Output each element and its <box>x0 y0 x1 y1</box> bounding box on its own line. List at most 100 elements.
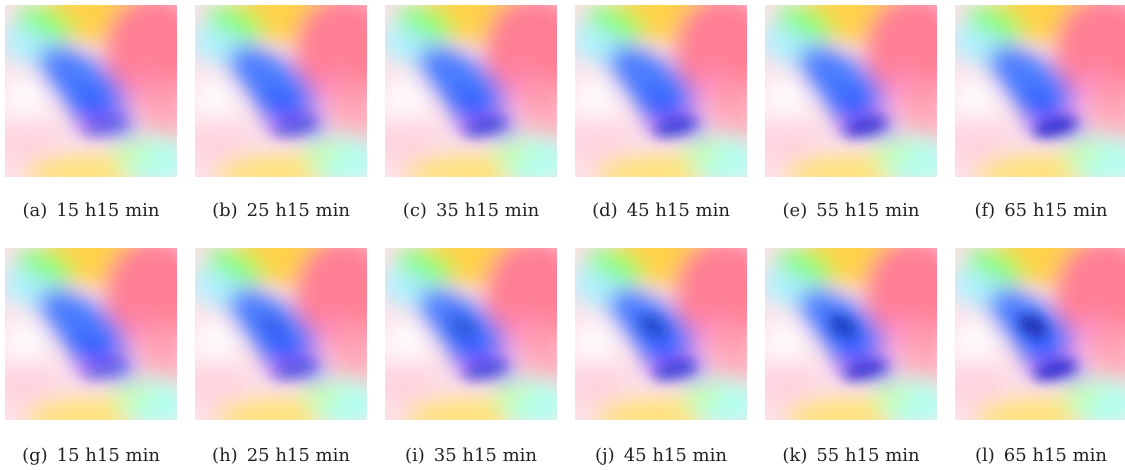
caption: (c) 35 h15 min <box>403 200 540 221</box>
image-core <box>463 117 507 137</box>
color-blob <box>108 143 152 163</box>
core-blob <box>463 360 507 380</box>
caption: (f) 65 h15 min <box>975 200 1108 221</box>
color-blob <box>111 312 149 374</box>
color-blob <box>330 75 367 155</box>
caption-text: 65 h15 min <box>1004 445 1108 466</box>
caption: (e) 55 h15 min <box>783 200 920 221</box>
caption-text: 65 h15 min <box>1004 200 1108 221</box>
caption: (i) 35 h15 min <box>405 445 537 466</box>
image-core <box>653 117 697 137</box>
color-blob <box>520 75 557 155</box>
image-content <box>575 5 747 177</box>
caption: (a) 15 h15 min <box>22 200 159 221</box>
color-blob <box>765 358 815 408</box>
caption-text: 35 h15 min <box>434 445 538 466</box>
caption-label: (c) <box>403 200 427 221</box>
image-content <box>575 248 747 420</box>
caption-text: 45 h15 min <box>627 200 731 221</box>
caption-text: 25 h15 min <box>247 445 351 466</box>
image-content <box>5 248 177 420</box>
image-content <box>955 5 1125 177</box>
caption: (h) 25 h15 min <box>212 445 350 466</box>
core-blob <box>258 314 288 338</box>
flow-image <box>5 5 177 177</box>
color-blob <box>491 312 529 374</box>
caption-text: 55 h15 min <box>816 200 920 221</box>
color-blob <box>575 115 625 165</box>
caption-label: (j) <box>595 445 615 466</box>
core-blob <box>638 314 668 338</box>
caption-label: (i) <box>405 445 425 466</box>
flow-image <box>575 248 747 420</box>
core-blob <box>653 117 697 137</box>
flow-image <box>5 248 177 420</box>
caption-text: 45 h15 min <box>624 445 728 466</box>
color-blob <box>520 318 557 398</box>
image-content <box>385 248 557 420</box>
image-core <box>448 314 507 380</box>
color-blob <box>1090 75 1125 155</box>
color-blob <box>111 69 149 131</box>
caption: (g) 15 h15 min <box>22 445 160 466</box>
color-blob <box>955 358 1005 408</box>
image-content <box>765 5 937 177</box>
caption-text: 35 h15 min <box>436 200 540 221</box>
flow-image <box>955 5 1125 177</box>
color-blob <box>488 386 532 406</box>
image-core <box>1033 117 1077 137</box>
core-blob <box>1018 314 1048 338</box>
core-blob <box>273 360 317 380</box>
image-content <box>385 5 557 177</box>
image-core <box>273 117 317 137</box>
flow-image <box>385 5 557 177</box>
core-blob <box>843 360 887 380</box>
core-blob <box>83 117 127 137</box>
color-blob <box>140 318 177 398</box>
flow-image <box>955 248 1125 420</box>
core-blob <box>828 314 858 338</box>
color-blob <box>385 115 435 165</box>
core-blob <box>843 117 887 137</box>
color-blob <box>298 143 342 163</box>
caption-label: (h) <box>212 445 238 466</box>
color-blob <box>5 115 55 165</box>
color-blob <box>298 386 342 406</box>
caption: (d) 45 h15 min <box>592 200 730 221</box>
color-blob <box>330 318 367 398</box>
color-blob <box>681 69 719 131</box>
caption: (j) 45 h15 min <box>595 445 727 466</box>
color-blob <box>385 358 435 408</box>
color-blob <box>868 143 912 163</box>
caption-text: 15 h15 min <box>56 200 160 221</box>
color-blob <box>678 386 722 406</box>
color-blob <box>1061 69 1099 131</box>
image-core <box>638 314 697 380</box>
flow-image <box>765 248 937 420</box>
image-content <box>765 248 937 420</box>
color-blob <box>871 69 909 131</box>
color-blob <box>195 115 245 165</box>
image-core <box>1018 314 1077 380</box>
core-blob <box>463 117 507 137</box>
flow-image <box>195 248 367 420</box>
flow-image <box>385 248 557 420</box>
core-blob <box>653 360 697 380</box>
core-blob <box>1033 360 1077 380</box>
color-blob <box>1061 312 1099 374</box>
color-blob <box>868 386 912 406</box>
caption: (k) 55 h15 min <box>782 445 920 466</box>
caption-label: (a) <box>22 200 47 221</box>
color-blob <box>108 386 152 406</box>
image-content <box>195 5 367 177</box>
color-blob <box>575 358 625 408</box>
color-blob <box>900 75 937 155</box>
core-blob <box>273 117 317 137</box>
image-content <box>5 5 177 177</box>
color-blob <box>681 312 719 374</box>
image-core <box>83 117 127 137</box>
core-blob <box>448 314 478 338</box>
caption-label: (b) <box>212 200 238 221</box>
flow-image <box>765 5 937 177</box>
color-blob <box>140 75 177 155</box>
